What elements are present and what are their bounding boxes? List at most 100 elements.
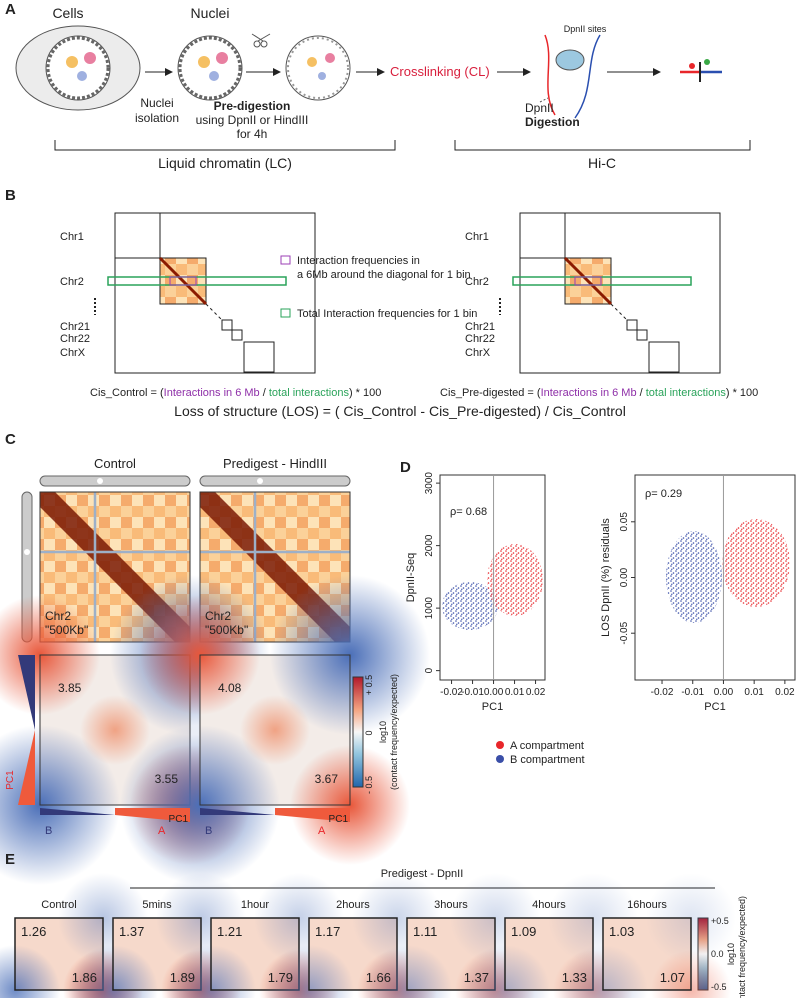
y-tick-label: -0.05 (619, 621, 630, 644)
chromosome-label: Chr1 (465, 231, 489, 243)
sample-label: 1hour (241, 899, 269, 911)
saddle-value: 1.21 (217, 924, 242, 939)
sample-label: 3hours (434, 899, 468, 911)
label: using DpnII or HindIII (196, 113, 309, 127)
colorbar-tick: -0.5 (711, 982, 727, 992)
heatmap-label: "500Kb" (45, 623, 88, 637)
axis-label: A (158, 825, 166, 837)
sample-label: 4hours (532, 899, 566, 911)
formula-part: / (260, 387, 269, 399)
label: Cells (52, 5, 83, 21)
label: Liquid chromatin (LC) (158, 155, 292, 171)
saddle-value: 1.66 (366, 970, 391, 985)
axis-label: PC1 (329, 814, 349, 825)
formula-part: ) * 100 (726, 387, 758, 399)
saddle-value: 3.85 (58, 681, 82, 695)
panel-label: C (5, 431, 16, 448)
saddle-value: 1.11 (413, 924, 437, 939)
heatmap-title: Predigest - HindIII (223, 456, 327, 471)
x-tick-label: -0.01 (461, 687, 484, 698)
label: Crosslinking (CL) (390, 64, 490, 79)
y-axis-label: DpnII-Seq (405, 553, 417, 603)
x-tick-label: -0.01 (681, 687, 704, 698)
panel-label: A (5, 1, 16, 18)
panel-e-art (0, 873, 736, 998)
saddle-frame (602, 917, 692, 991)
y-axis-label: LOS DpnII (%) residuals (600, 518, 612, 637)
formula-part: total interactions (646, 387, 727, 399)
colorbar-label: log10 (378, 721, 388, 743)
colorbar-label: (contact frequency/expected) (737, 896, 747, 998)
y-tick-label: 1000 (424, 597, 435, 620)
axis-label: PC1 (169, 814, 189, 825)
formula-part: Cis_Control = ( (90, 387, 164, 399)
label: Digestion (525, 115, 580, 129)
chromosome-label: Chr2 (465, 276, 489, 288)
label: isolation (135, 111, 179, 125)
formula: Loss of structure (LOS) = ( Cis_Control … (174, 403, 626, 419)
saddle-value: 1.37 (464, 970, 489, 985)
colorbar-tick: +0.5 (711, 916, 729, 926)
label: Nuclei (191, 5, 230, 21)
label: for 4h (237, 127, 268, 141)
formula-part: Cis_Pre-digested = ( (440, 387, 541, 399)
legend-entry: B compartment (510, 754, 585, 766)
chromosome-label: Chr2 (60, 276, 84, 288)
annotation: ρ= 0.29 (645, 488, 682, 500)
heatmap-label: Chr2 (45, 609, 71, 623)
chromosome-label: Chr21 (60, 321, 90, 333)
saddle-value: 1.89 (170, 970, 195, 985)
panel-d-art (439, 474, 796, 681)
colorbar-tick: 0.0 (711, 949, 724, 959)
saddle-value: 3.67 (315, 772, 339, 786)
colorbar-label: (contact frequency/expected) (389, 674, 399, 790)
chromosome-label: Chr21 (465, 321, 495, 333)
x-tick-label: 0.01 (505, 687, 525, 698)
heatmap-label: Chr2 (205, 609, 231, 623)
panel-b-art (94, 212, 721, 374)
saddle-value: 1.07 (660, 970, 685, 985)
x-axis-label: PC1 (482, 701, 503, 713)
chromosome-label: ChrX (60, 347, 86, 359)
axis-label: B (45, 825, 52, 837)
sample-label: 5mins (142, 899, 172, 911)
saddle-value: 1.37 (119, 924, 144, 939)
heatmap-label: "500Kb" (205, 623, 248, 637)
x-axis-label: PC1 (704, 701, 725, 713)
sample-label: Control (41, 899, 76, 911)
heatmap-title: Control (94, 456, 136, 471)
axis-label: PC1 (5, 770, 16, 790)
formula: Cis_Control = (Interactions in 6 Mb / to… (90, 387, 381, 399)
chromosome-label: ChrX (465, 347, 491, 359)
panel-a-art (15, 25, 751, 151)
saddle-value: 1.79 (268, 970, 293, 985)
panel-c-art (0, 475, 430, 885)
x-tick-label: 0.00 (484, 687, 504, 698)
axis-label: B (205, 825, 212, 837)
saddle-value: 1.26 (21, 924, 46, 939)
chromosome-label: Chr1 (60, 231, 84, 243)
formula-part: ) * 100 (349, 387, 381, 399)
sample-label: 16hours (627, 899, 667, 911)
label: DpnII (525, 101, 554, 115)
formula-part: Interactions in 6 Mb (541, 387, 637, 399)
saddle-value: 1.86 (72, 970, 97, 985)
axis-label: A (318, 825, 326, 837)
saddle-value: 4.08 (218, 681, 242, 695)
x-tick-label: -0.02 (440, 687, 463, 698)
y-tick-label: 0 (424, 667, 435, 673)
legend-marker (496, 755, 504, 763)
colorbar-tick: 0 (364, 730, 374, 735)
y-tick-label: 2000 (424, 534, 435, 557)
chromosome-label: Chr22 (465, 333, 495, 345)
x-tick-label: 0.00 (714, 687, 734, 698)
x-tick-label: 0.01 (744, 687, 764, 698)
saddle-value: 1.33 (562, 970, 587, 985)
x-tick-label: 0.02 (526, 687, 546, 698)
y-tick-label: 3000 (424, 472, 435, 495)
saddle-value: 1.09 (511, 924, 536, 939)
chromosome-label: Chr22 (60, 333, 90, 345)
colorbar-tick: + 0.5 (364, 675, 374, 695)
panel-label: E (5, 851, 15, 868)
